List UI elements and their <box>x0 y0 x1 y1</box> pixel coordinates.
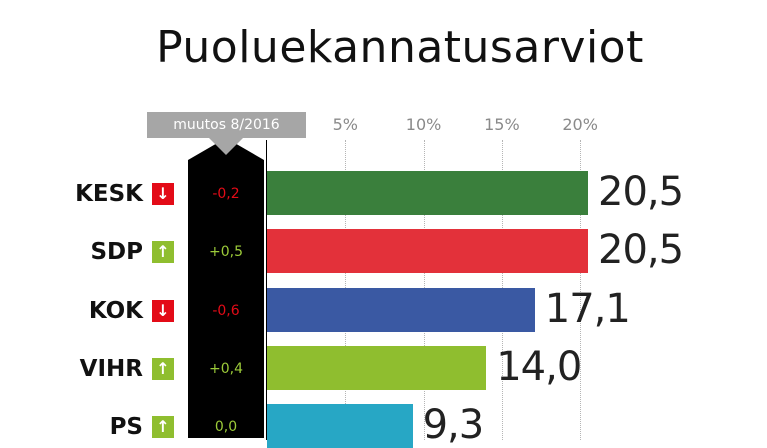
arrow-down-icon: ↓ <box>152 299 174 322</box>
party-label: SDP <box>90 239 143 266</box>
change-value: -0,2 <box>212 186 240 202</box>
change-value: +0,4 <box>209 360 243 377</box>
bar <box>267 404 413 448</box>
gridline <box>580 140 582 440</box>
change-value: +0,5 <box>209 244 243 261</box>
change-header-badge: muutos 8/2016 <box>147 112 306 138</box>
bar-value-label: 17,1 <box>544 285 631 332</box>
chart-title: Puoluekannatusarviot <box>156 22 644 73</box>
arrow-up-icon: ↑ <box>152 357 174 380</box>
change-header-pointer <box>209 138 243 155</box>
bar-value-label: 20,5 <box>598 227 684 274</box>
arrow-up-icon: ↑ <box>152 241 174 264</box>
bar-value-label: 9,3 <box>422 402 485 448</box>
value-axis-line <box>266 140 267 440</box>
bar <box>267 229 588 274</box>
bar <box>267 345 487 390</box>
bar-value-label: 14,0 <box>496 343 582 390</box>
tick-label: 20% <box>562 115 598 134</box>
party-label: PS <box>109 414 143 441</box>
change-column <box>188 138 264 438</box>
tick-label: 10% <box>405 115 442 134</box>
arrow-down-icon: ↓ <box>152 183 174 205</box>
party-label: VIHR <box>79 355 143 382</box>
bar <box>267 287 535 332</box>
change-value: 0,0 <box>214 419 238 436</box>
bar <box>267 171 588 215</box>
tick-label: 5% <box>332 115 358 134</box>
bar-value-label: 20,5 <box>598 169 684 215</box>
party-label: KOK <box>88 297 143 324</box>
change-value: -0,6 <box>212 302 240 319</box>
tick-label: 15% <box>484 115 520 134</box>
arrow-up-icon: ↑ <box>152 416 174 439</box>
party-label: KESK <box>75 181 143 207</box>
